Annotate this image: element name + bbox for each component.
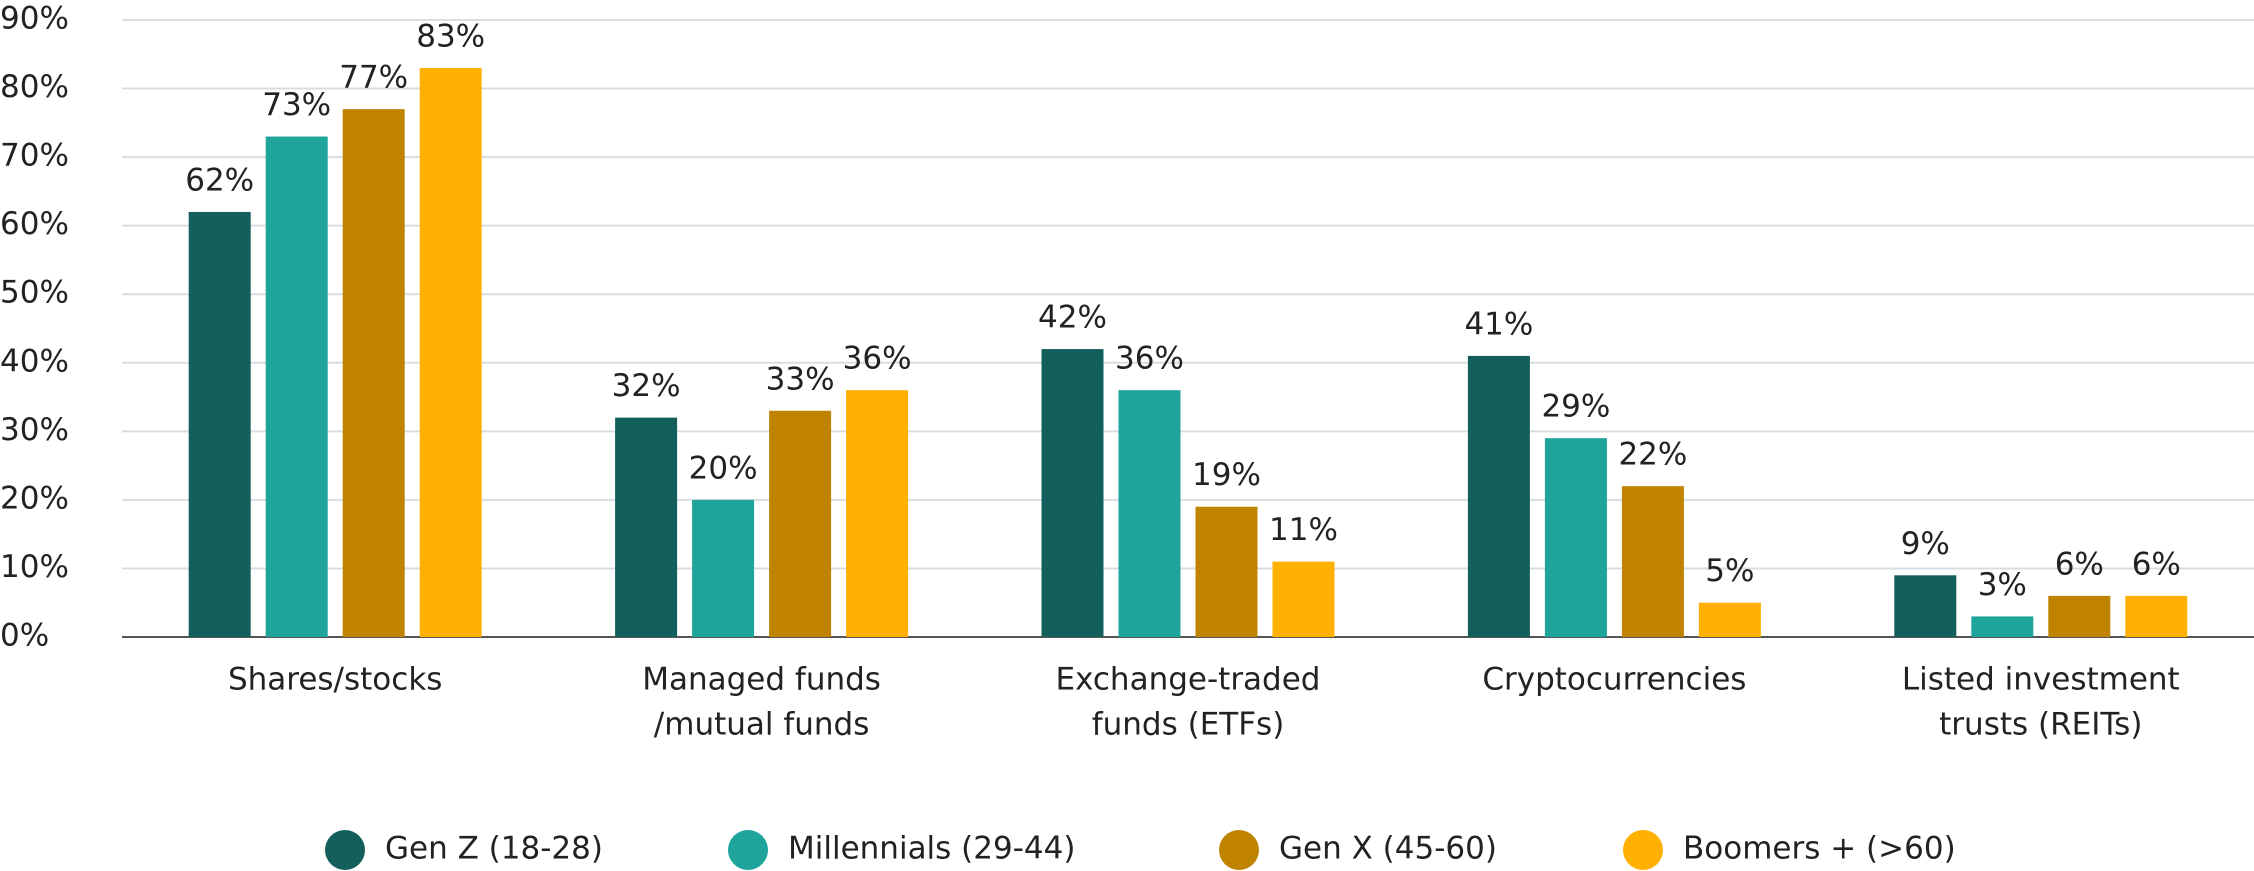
y-tick-label: 0% [0,618,49,654]
y-tick-label: 10% [0,549,69,585]
x-tick-label: funds (ETFs) [1092,707,1285,743]
legend-label: Gen Z (18-28) [385,831,603,867]
x-tick-label: Cryptocurrencies [1482,662,1746,698]
bar [615,417,678,637]
y-tick-label: 30% [0,412,69,448]
y-tick-label: 50% [0,275,69,311]
y-tick-label: 60% [0,206,69,242]
legend-marker [728,830,768,870]
value-label: 73% [262,87,331,123]
bar [1698,602,1761,637]
bar [1894,575,1957,637]
value-label: 22% [1618,437,1687,473]
legend-label: Millennials (29-44) [788,831,1075,867]
x-tick-label: /mutual funds [654,707,870,743]
value-label: 29% [1541,389,1610,425]
bar [1195,506,1258,637]
bar [1041,349,1104,637]
value-label: 77% [339,60,408,96]
value-label: 6% [2055,546,2104,582]
value-label: 20% [689,450,758,486]
legend-label: Boomers + (>60) [1683,831,1956,867]
bar [769,410,832,637]
value-label: 62% [185,162,254,198]
value-label: 32% [612,368,681,404]
x-tick-label: Listed investment [1902,662,2180,698]
value-label: 42% [1038,300,1107,336]
legend-marker [325,830,365,870]
y-tick-label: 70% [0,138,69,174]
bar [419,67,482,637]
x-tick-label: trusts (REITs) [1939,707,2142,743]
bar [342,109,405,638]
bar [1544,438,1607,637]
x-tick-label: Exchange-traded [1056,662,1321,698]
legend-label: Gen X (45-60) [1279,831,1497,867]
legend-marker [1623,830,1663,870]
value-label: 36% [1115,341,1184,377]
bar [1118,390,1181,637]
bar [1272,561,1335,637]
y-tick-label: 20% [0,480,69,516]
value-label: 9% [1901,526,1950,562]
y-tick-label: 90% [0,1,69,37]
bar [1621,486,1684,637]
value-label: 3% [1978,567,2027,603]
bar [265,136,328,638]
bar [1467,355,1530,637]
bar [1971,616,2034,637]
value-label: 41% [1464,306,1533,342]
value-label: 83% [416,18,485,54]
bar [692,499,755,637]
x-tick-label: Shares/stocks [228,662,442,698]
bar [2048,595,2111,637]
y-tick-label: 40% [0,343,69,379]
bar [2125,595,2188,637]
bar [188,211,251,637]
value-label: 11% [1269,512,1338,548]
bar [846,390,909,637]
value-label: 33% [766,361,835,397]
value-label: 5% [1705,553,1754,589]
y-tick-label: 80% [0,69,69,105]
value-label: 36% [843,341,912,377]
value-label: 19% [1192,457,1261,493]
x-tick-label: Managed funds [642,662,881,698]
legend-marker [1219,830,1259,870]
value-label: 6% [2132,546,2181,582]
